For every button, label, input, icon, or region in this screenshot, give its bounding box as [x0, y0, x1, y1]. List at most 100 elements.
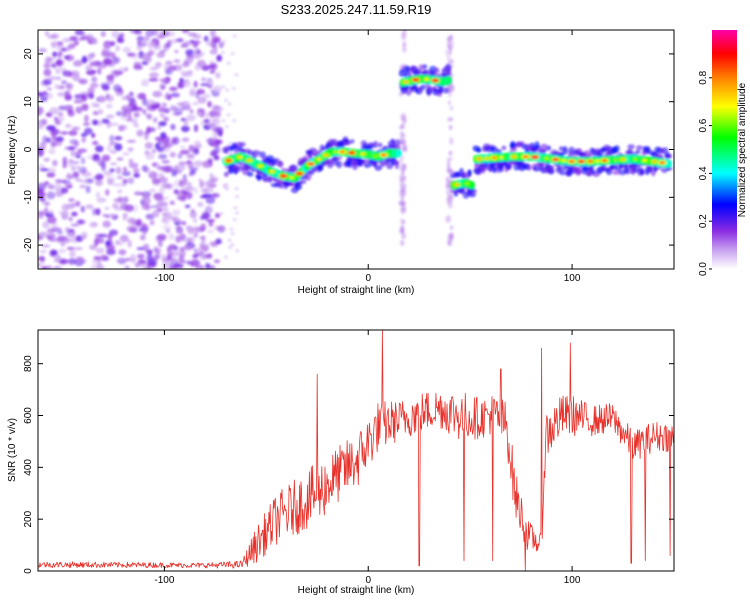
- noise-blob: [176, 169, 182, 174]
- streak-blob: [400, 206, 406, 214]
- noise-blob: [169, 200, 175, 205]
- noise-blob: [63, 55, 70, 60]
- noise-blob: [53, 116, 58, 120]
- track-peak-blob: [659, 161, 665, 164]
- track-halo-blob: [417, 70, 424, 77]
- noise-blob: [105, 94, 114, 103]
- noise-blob: [208, 64, 216, 69]
- noise-blob: [207, 228, 214, 234]
- noise-blob: [54, 138, 61, 142]
- noise-blob: [232, 119, 237, 122]
- streak-blob: [402, 175, 407, 182]
- noise-blob: [209, 110, 218, 117]
- noise-blob: [46, 216, 57, 224]
- noise-blob: [79, 179, 88, 184]
- y-tick-label: 0: [23, 568, 34, 574]
- noise-blob: [69, 36, 78, 41]
- noise-blob: [197, 144, 203, 148]
- noise-blob: [116, 157, 124, 161]
- noise-blob: [206, 253, 213, 259]
- colorbar-label: Normalized spectral amplitude: [737, 82, 748, 217]
- noise-blob: [171, 250, 180, 257]
- track-peak-blob: [308, 162, 314, 166]
- noise-blob: [60, 131, 69, 135]
- track-peak-blob: [594, 159, 600, 163]
- noise-blob: [46, 191, 56, 200]
- noise-blob: [144, 249, 154, 254]
- noise-blob: [184, 181, 193, 187]
- noise-blob: [125, 118, 134, 122]
- noise-blob: [175, 38, 184, 43]
- noise-blob: [69, 250, 76, 258]
- noise-blob: [193, 160, 204, 167]
- noise-blob: [70, 223, 80, 227]
- noise-blob: [210, 150, 217, 157]
- streak-blob: [445, 216, 451, 224]
- track-peak-blob: [332, 150, 338, 154]
- track-halo-blob: [444, 63, 452, 72]
- noise-blob: [169, 151, 176, 158]
- noise-blob: [190, 152, 195, 161]
- noise-blob: [90, 40, 99, 45]
- noise-blob: [70, 149, 76, 157]
- noise-blob: [114, 197, 125, 204]
- x-tick-label: 0: [365, 575, 371, 586]
- streak-blob: [450, 225, 454, 231]
- noise-blob: [46, 125, 56, 131]
- noise-blob: [189, 87, 196, 94]
- noise-blob: [44, 202, 50, 207]
- noise-blob: [118, 125, 125, 132]
- noise-blob: [102, 155, 111, 162]
- colorbar-tick-label: 0.6: [698, 118, 709, 132]
- noise-blob: [214, 139, 223, 144]
- noise-blob: [224, 255, 228, 259]
- noise-blob: [201, 77, 206, 82]
- noise-blob: [167, 39, 172, 45]
- streak-blob: [447, 168, 452, 174]
- snr-ylabel: SNR (10 * v/v): [7, 418, 18, 482]
- noise-blob: [95, 247, 105, 254]
- noise-blob: [154, 197, 165, 202]
- noise-blob: [199, 195, 208, 199]
- track-halo-blob: [252, 150, 261, 156]
- colorbar-gradient: [712, 30, 737, 269]
- track-halo-blob: [434, 67, 440, 74]
- noise-blob: [117, 189, 123, 194]
- noise-blob: [192, 101, 200, 106]
- noise-blob: [158, 176, 168, 184]
- noise-blob: [215, 110, 221, 118]
- noise-blob: [48, 148, 56, 155]
- noise-blob: [199, 242, 205, 249]
- noise-blob: [167, 65, 177, 72]
- noise-blob: [81, 103, 89, 112]
- streak-blob: [448, 86, 452, 95]
- track-halo-blob: [501, 145, 507, 151]
- noise-blob: [61, 203, 69, 211]
- noise-blob: [149, 66, 159, 71]
- noise-blob: [230, 232, 235, 236]
- noise-blob: [176, 102, 185, 107]
- track-peak-blob: [349, 151, 355, 155]
- y-tick-label: 0: [23, 146, 34, 152]
- noise-blob: [112, 183, 122, 187]
- noise-blob: [57, 235, 68, 241]
- noise-blob: [46, 236, 53, 240]
- noise-blob: [203, 118, 210, 124]
- noise-blob: [153, 246, 159, 253]
- track-peak-blob: [578, 160, 584, 163]
- noise-blob: [115, 45, 121, 52]
- noise-blob: [89, 244, 97, 250]
- noise-blob: [99, 160, 107, 168]
- track-halo-blob: [349, 139, 355, 144]
- streak-blob: [449, 137, 454, 145]
- track-halo-blob: [336, 160, 343, 169]
- noise-blob: [44, 57, 53, 64]
- noise-blob: [224, 125, 229, 129]
- track-peak-blob: [381, 153, 387, 157]
- noise-blob: [38, 210, 45, 217]
- noise-blob: [113, 70, 124, 75]
- noise-blob: [205, 218, 216, 223]
- track-peak-blob: [226, 159, 232, 162]
- noise-blob: [148, 78, 159, 82]
- noise-blob: [227, 238, 232, 242]
